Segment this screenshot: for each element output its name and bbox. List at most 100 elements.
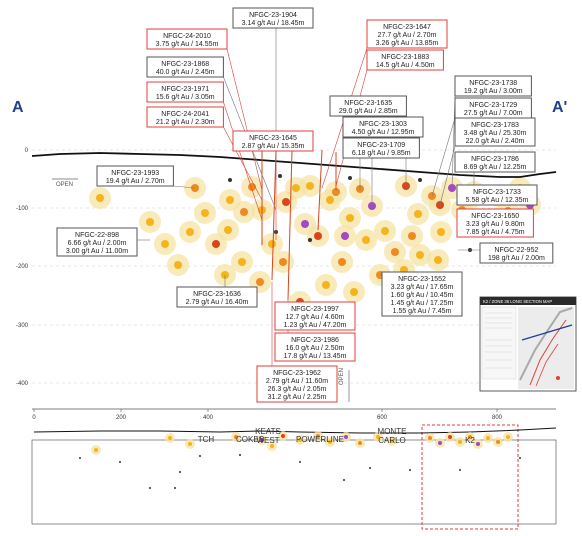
assay-interval: 1.55 g/t Au / 7.45m: [393, 308, 452, 315]
overview-dot: [234, 435, 238, 439]
label-box: [56, 227, 138, 257]
overview-dot: [260, 438, 264, 442]
zone-label: COKES: [236, 435, 264, 444]
assay-interval: 3.75 g/t Au / 14.55m: [156, 41, 219, 48]
label-box: [342, 116, 424, 138]
overview-dot: [448, 435, 452, 439]
overview-pierce: [179, 471, 181, 473]
intercept-dot: [416, 251, 424, 259]
long-section: 0 -100 -200 -300 -400 0 200 400 600 800 A A' OPE…: [12, 7, 567, 421]
label-box: [256, 365, 338, 403]
x-axis: 0 200 400 600 800: [32, 409, 503, 421]
drill-pierce-point: [418, 178, 422, 182]
hole-id: NFGC-23-1986: [291, 337, 339, 344]
assay-interval: 6.66 g/t Au / 2.00m: [68, 240, 127, 247]
intercept-dot: [268, 240, 276, 248]
overview-dot: [468, 435, 472, 439]
assay-interval: 21.2 g/t Au / 2.30m: [156, 119, 215, 126]
overview-dot: [94, 448, 98, 452]
assay-interval: 2.79 g/t Au / 16.40m: [186, 299, 249, 306]
assay-interval: 26.3 g/t Au / 2.05m: [268, 386, 327, 393]
open-label-bottom: OPEN: [339, 368, 345, 385]
hole-id: NFGC-23-1645: [249, 135, 297, 142]
zone-label: WEST: [256, 436, 279, 445]
assay-interval: 19.4 g/t Au / 2.70m: [106, 178, 165, 185]
hole-id: NFGC-23-1868: [161, 61, 209, 68]
hole-id: NFGC-23-1303: [359, 121, 407, 128]
callout-leader: [226, 48, 263, 191]
overview-pierce: [149, 487, 151, 489]
assay-interval: 3.00 g/t Au / 11.00m: [66, 248, 128, 255]
overview-dot: [188, 442, 192, 446]
overview-pierce: [199, 455, 201, 457]
overview-pierce: [519, 457, 521, 459]
hole-id: NFGC-22-898: [75, 232, 119, 239]
intercept-dot: [322, 281, 330, 289]
hole-id: NFGC-23-1552: [398, 276, 446, 283]
assay-interval: 1.23 g/t Au / 47.20m: [284, 322, 347, 329]
intercept-dot: [314, 232, 322, 240]
label-box: [274, 301, 356, 331]
k2-highlight: [421, 424, 519, 530]
y-tick-label: -100: [16, 206, 29, 212]
intercept-dot: [350, 288, 358, 296]
label-box: [381, 271, 463, 317]
y-tick-label: -300: [16, 323, 29, 329]
overview-dot: [458, 440, 462, 444]
intercept-dot: [292, 184, 300, 192]
label-box: [456, 184, 538, 206]
overview-dot: [316, 434, 320, 438]
label-box: [146, 56, 224, 78]
assay-interval: 3.26 g/t Au / 13.85m: [376, 40, 439, 47]
zone-label: POWERLINE: [296, 435, 344, 444]
assay-interval: 2.87 g/t Au / 15.35m: [242, 143, 305, 150]
overview-dot: [376, 435, 380, 439]
overview-dot: [390, 439, 394, 443]
y-tick-label: -400: [16, 381, 29, 387]
label-box: [176, 286, 258, 308]
zone-label: KEATS: [255, 427, 281, 436]
label-box: [479, 242, 554, 264]
zone-label: MONTE: [378, 427, 407, 436]
intercept-dot: [338, 258, 346, 266]
intercept-dot: [332, 188, 340, 196]
callout-leader: [173, 185, 196, 189]
assay-interval: 5.58 g/t Au / 12.35m: [466, 197, 529, 204]
overview-frame: [31, 439, 557, 525]
callout-leader: [223, 101, 263, 221]
intercept-dot: [434, 256, 442, 264]
intercept-dot: [96, 194, 104, 202]
drill-pierce-point: [228, 178, 232, 182]
hole-id: NFGC-23-1962: [273, 370, 321, 377]
intercept-dot: [306, 182, 314, 190]
assay-interval: 4.50 g/t Au / 12.95m: [352, 129, 415, 136]
intercept-dot: [414, 210, 422, 218]
intercept-dot: [437, 228, 445, 236]
zone-label: TCH: [198, 435, 215, 444]
hole-id: NFGC-24-2041: [161, 111, 209, 118]
assay-interval: 17.8 g/t Au / 13.45m: [284, 353, 347, 360]
inset-map-area: [518, 307, 574, 389]
overview-pierce: [299, 461, 301, 463]
intercept-dot: [161, 240, 169, 248]
x-tick-label: 600: [377, 415, 388, 421]
intercept-dot: [346, 214, 354, 222]
drill-pierce-point: [308, 238, 312, 242]
label-box: [456, 208, 534, 238]
hole-id: NFGC-24-2010: [163, 33, 211, 40]
hole-id: NFGC-23-1783: [471, 122, 519, 129]
overview-pierce: [119, 461, 121, 463]
intercept-dot: [174, 261, 182, 269]
